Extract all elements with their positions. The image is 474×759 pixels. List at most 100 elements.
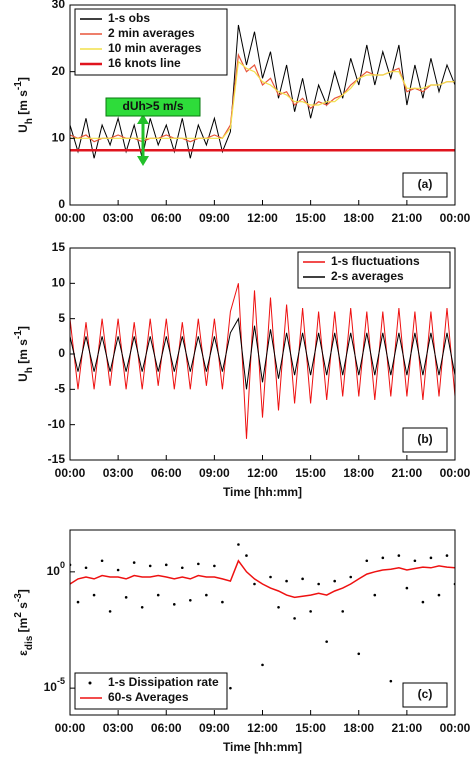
legend-label: 1-s fluctuations: [331, 254, 420, 268]
data-dot: [156, 593, 160, 597]
data-dot: [269, 575, 272, 579]
data-dot: [309, 610, 312, 613]
data-dot: [189, 598, 192, 602]
y-tick-label: 10: [52, 276, 66, 290]
x-tick-label: 09:00: [199, 466, 230, 480]
legend-box: [74, 672, 228, 710]
y-axis-label-part: [m s: [16, 339, 30, 367]
data-dot: [84, 566, 88, 570]
tick-base: 10: [47, 564, 61, 578]
data-dot: [132, 561, 136, 564]
y-axis-label-part: [m s: [16, 90, 30, 118]
data-dot: [100, 559, 104, 563]
y-axis-label-part: -1: [13, 330, 24, 339]
y-axis-label-part: h: [24, 118, 35, 124]
x-tick-label: 00:00: [55, 721, 86, 735]
panel-label-box: [402, 682, 448, 708]
legend-label: 2-s averages: [331, 269, 404, 283]
data-dot: [148, 564, 152, 568]
data-dot: [349, 575, 353, 579]
data-dot: [164, 563, 168, 567]
x-tick-label: 15:00: [295, 466, 326, 480]
legend-label: 2 min averages: [108, 26, 195, 40]
data-dot: [333, 579, 336, 583]
data-dot: [405, 586, 409, 590]
data-dot: [108, 610, 112, 613]
data-dot: [221, 600, 224, 604]
data-dot: [180, 566, 184, 570]
x-tick-label: 00:00: [440, 211, 471, 225]
y-tick-label: -10: [48, 417, 66, 431]
tick-base: 10: [44, 680, 58, 694]
data-dot: [365, 559, 369, 563]
data-dot: [357, 652, 361, 656]
x-tick-label: 00:00: [55, 211, 86, 225]
plot: [70, 24, 455, 159]
data-dot: [397, 554, 401, 557]
tick-exp: 0: [60, 560, 65, 570]
y-axis-label-part: ]: [16, 326, 30, 330]
x-tick-label: 18:00: [343, 211, 374, 225]
x-tick-label: 00:00: [55, 466, 86, 480]
x-tick-label: 21:00: [392, 721, 423, 735]
data-dot: [172, 603, 176, 606]
y-axis-label-part: -1: [13, 81, 24, 90]
x-tick-label: 03:00: [103, 466, 134, 480]
legend-label: 16 knots line: [108, 56, 181, 70]
x-tick-label: 06:00: [151, 466, 182, 480]
annotation-box: [105, 97, 201, 117]
panel-label-box: [402, 172, 448, 198]
legend-label: 10 min averages: [108, 41, 202, 55]
data-dot: [301, 577, 304, 581]
data-dot: [124, 596, 128, 599]
legend-box: [297, 251, 451, 289]
data-dot: [229, 686, 232, 690]
x-tick-label: 03:00: [103, 211, 134, 225]
data-dot: [445, 554, 449, 557]
y-tick-label: 15: [52, 240, 66, 254]
y-axis-label-part: U: [16, 124, 30, 133]
y-axis-label-part: ]: [16, 589, 30, 593]
panel-label: (b): [417, 432, 432, 446]
data-dot: [325, 640, 328, 643]
y-axis-label-part: ]: [16, 77, 30, 81]
x-tick-label: 00:00: [440, 721, 471, 735]
y-axis-label-part: 2: [13, 612, 24, 618]
data-dot: [429, 556, 433, 560]
y-tick-label: 10: [52, 131, 66, 145]
y-tick-label: 100: [47, 560, 65, 578]
tick-exp: -5: [57, 677, 65, 687]
x-tick-label: 15:00: [295, 721, 326, 735]
data-dot: [413, 559, 417, 563]
data-dot: [140, 605, 144, 609]
y-axis-label-part: -3: [13, 593, 24, 602]
y-axis-label-part: [m: [16, 618, 30, 636]
x-tick-label: 03:00: [103, 721, 134, 735]
data-dot: [253, 582, 256, 586]
y-tick-label: -5: [54, 382, 65, 396]
data-dot: [261, 663, 264, 667]
data-line: [70, 60, 455, 139]
y-axis-label: Uh [m s-1]: [13, 326, 35, 382]
x-axis-label: Time [hh:mm]: [223, 740, 302, 754]
annotation: dUh>5 m/s: [122, 99, 183, 113]
data-dot: [237, 543, 240, 546]
x-tick-label: 06:00: [151, 721, 182, 735]
x-tick-label: 18:00: [343, 466, 374, 480]
data-dot: [293, 617, 296, 620]
plot: [70, 543, 455, 690]
data-dot: [317, 582, 320, 586]
data-line: [70, 283, 455, 439]
data-dot: [437, 593, 441, 597]
data-dot: [245, 554, 248, 557]
x-tick-label: 06:00: [151, 211, 182, 225]
data-dot: [76, 600, 80, 604]
y-axis-label-part: s: [16, 602, 30, 612]
x-tick-label: 12:00: [247, 211, 278, 225]
y-axis-label: εdis [m2 s-3]: [13, 589, 35, 656]
y-tick-label: 20: [52, 64, 66, 78]
x-tick-label: 18:00: [343, 721, 374, 735]
x-tick-label: 00:00: [440, 466, 471, 480]
y-axis-label-part: ε: [16, 650, 30, 656]
